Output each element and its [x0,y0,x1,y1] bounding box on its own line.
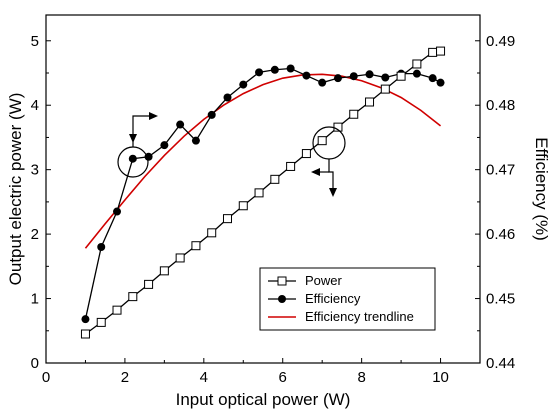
power-point [270,174,280,184]
power-point [80,329,90,339]
y-right-axis-ticks: 0.44 0.45 0.46 0.47 0.48 0.49 [475,33,515,372]
y-right-tick-label: 0.49 [486,33,515,50]
efficiency-point [207,110,216,119]
plot-frame [45,14,481,364]
series-efficiency-trendline [84,73,442,249]
power-point [222,214,232,224]
y-left-axis-ticks: 0 1 2 3 4 5 [31,33,51,372]
power-point [128,292,138,302]
y-left-tick-label: 2 [31,226,39,243]
power-point [175,253,185,263]
power-point [254,188,264,198]
power-point [301,149,311,159]
efficiency-point [160,141,169,150]
x-tick-label: 8 [357,369,365,386]
efficiency-point [128,154,137,163]
x-tick-label: 10 [432,369,449,386]
series-layer [80,46,446,339]
x-tick-label: 0 [42,369,50,386]
x-axis-ticks: 0 2 4 6 8 10 [42,358,481,386]
annotation-arrowhead-right-down [329,188,337,197]
power-point [317,136,327,146]
power-point [144,279,154,289]
efficiency-point [381,73,390,82]
y-left-tick-label: 4 [31,97,39,114]
power-point [238,201,248,211]
y-left-tick-label: 5 [31,33,39,50]
y-left-tick-label: 0 [31,355,39,372]
annotation-right [311,126,346,197]
annotation-arrowhead-left-right [149,112,158,120]
y-right-tick-label: 0.44 [486,355,515,372]
power-point [396,71,406,81]
efficiency-point [286,64,295,73]
efficiency-point [97,243,106,251]
efficiency-point [255,68,264,77]
legend-power-label: Power [305,273,343,288]
legend-trendline-label: Efficiency trendline [305,309,414,324]
efficiency-point [191,136,200,145]
legend-power-marker [277,276,287,286]
x-tick-label: 4 [200,369,208,386]
power-point [286,161,296,171]
y-right-tick-label: 0.47 [486,162,515,179]
efficiency-point [223,93,232,102]
efficiency-point [349,72,358,81]
efficiency-point [113,207,122,216]
series-efficiency [81,64,445,324]
power-point [428,47,438,57]
power-point [412,59,422,69]
y-right-tick-label: 0.48 [486,97,515,114]
trendline-path [84,73,442,249]
power-point [159,266,169,276]
efficiency-point [81,315,90,324]
efficiency-point [176,120,185,129]
power-point [207,228,217,238]
series-power [80,46,446,339]
efficiency-point [436,78,445,87]
annotation-arrow-left [132,115,152,147]
legend-efficiency-marker [278,295,286,303]
efficiency-point [270,65,279,74]
y-right-axis-label: Efficiency (%) [532,137,550,241]
power-point [333,122,343,132]
y-left-axis-label: Output electric power (W) [6,93,25,286]
legend: Power Efficiency Efficiency trendline [259,267,436,331]
annotation-arrow-right [328,159,334,190]
y-left-tick-label: 3 [31,162,39,179]
y-right-tick-label: 0.45 [486,291,515,308]
power-point [380,84,390,94]
x-tick-label: 6 [279,369,287,386]
power-point [96,317,106,327]
legend-efficiency-label: Efficiency [305,291,361,306]
efficiency-point [333,74,342,83]
power-point [112,305,122,315]
x-tick-label: 2 [121,369,129,386]
annotation-arrowhead-left-up [129,134,137,143]
efficiency-point [318,78,327,87]
annotation-left [117,112,158,178]
efficiency-point [302,71,311,80]
efficiency-point [412,69,421,78]
power-point [349,109,359,119]
power-point [365,97,375,107]
power-point [191,241,201,251]
efficiency-point [428,74,437,83]
x-axis-label: Input optical power (W) [176,390,351,409]
efficiency-point [239,80,248,89]
annotation-arrowhead-right-left [311,168,320,176]
efficiency-point [365,70,374,79]
y-left-tick-label: 1 [31,291,39,308]
y-right-tick-label: 0.46 [486,226,515,243]
power-point [436,46,446,56]
